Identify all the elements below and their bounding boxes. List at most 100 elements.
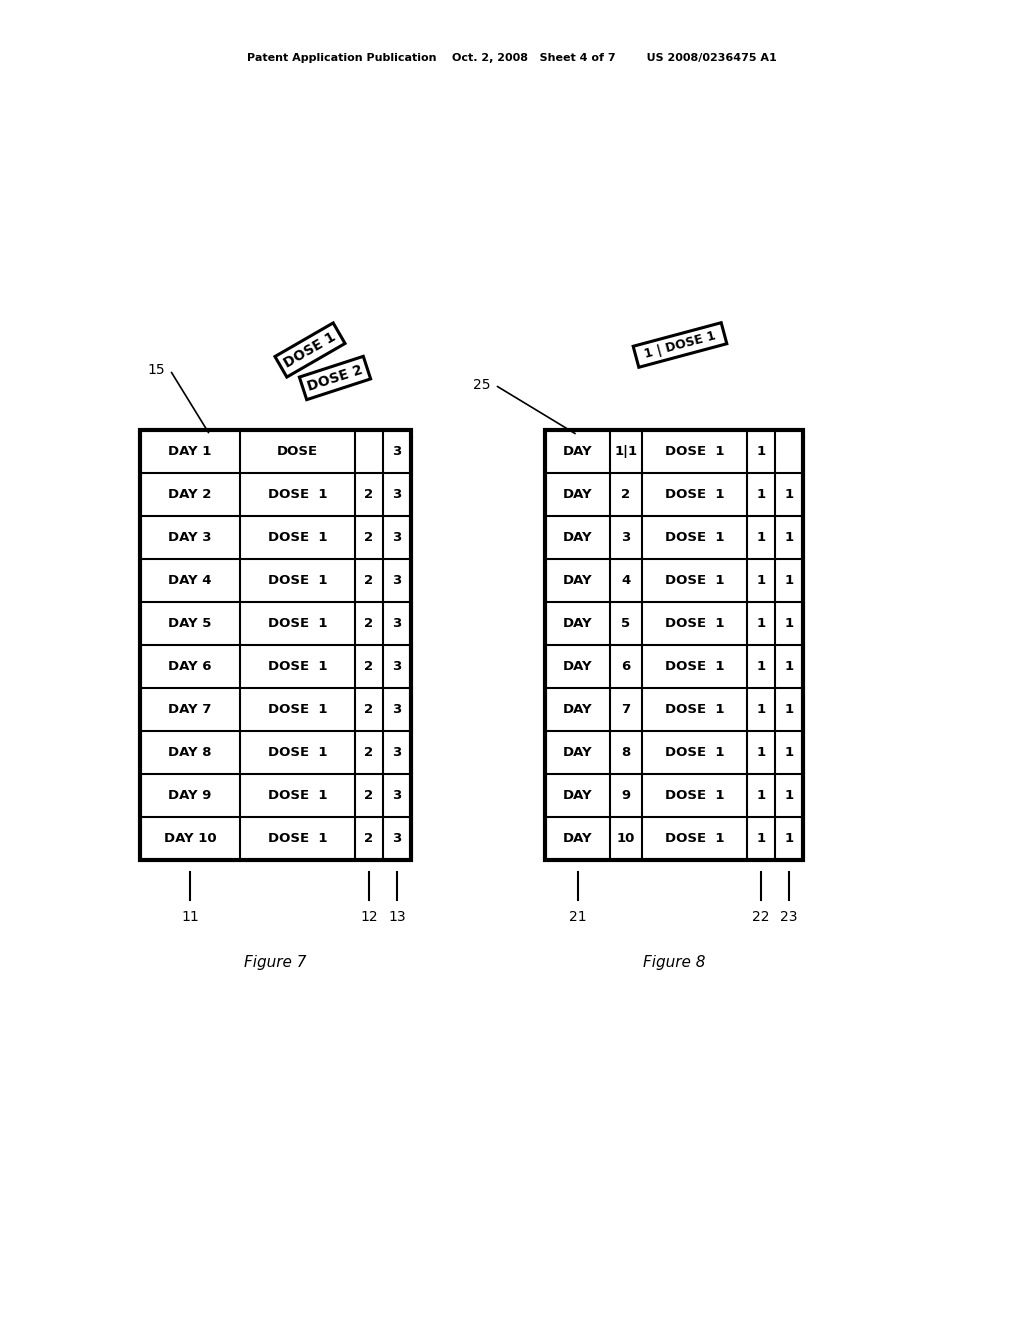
Text: 1 | DOSE 1: 1 | DOSE 1 [639,329,722,362]
Text: 1: 1 [757,445,766,458]
Text: 2: 2 [365,616,374,630]
Text: 2: 2 [622,488,631,502]
Text: 2: 2 [365,531,374,544]
Text: 3: 3 [392,616,401,630]
Bar [140,430,411,861]
Text: 2: 2 [365,789,374,803]
Text: 25: 25 [472,378,490,392]
Text: 1|1: 1|1 [614,445,638,458]
Text: DAY 2: DAY 2 [168,488,212,502]
Text: DAY 9: DAY 9 [168,789,212,803]
Text: 15: 15 [147,363,165,378]
Text: 1: 1 [757,704,766,715]
Text: DOSE  1: DOSE 1 [665,488,724,502]
Text: Patent Application Publication    Oct. 2, 2008   Sheet 4 of 7        US 2008/023: Patent Application Publication Oct. 2, 2… [247,53,777,63]
Text: DAY: DAY [562,704,592,715]
Text: 21: 21 [568,909,587,924]
Text: 1: 1 [784,832,794,845]
Bar [545,430,803,861]
Text: 2: 2 [365,704,374,715]
Text: DAY 7: DAY 7 [168,704,212,715]
Text: DAY 5: DAY 5 [168,616,212,630]
Text: DAY: DAY [562,660,592,673]
Text: 3: 3 [392,574,401,587]
Text: DOSE  1: DOSE 1 [267,832,328,845]
Text: 1: 1 [757,488,766,502]
Text: 1: 1 [784,789,794,803]
Text: 3: 3 [392,531,401,544]
Bar [140,430,411,861]
Text: 13: 13 [388,909,406,924]
Text: 2: 2 [365,488,374,502]
Text: DOSE: DOSE [276,445,318,458]
Text: 3: 3 [392,445,401,458]
Text: DOSE  1: DOSE 1 [665,789,724,803]
Text: 22: 22 [753,909,770,924]
Text: 3: 3 [392,704,401,715]
Text: 2: 2 [365,832,374,845]
Text: 1: 1 [757,789,766,803]
Text: DAY: DAY [562,574,592,587]
Text: 2: 2 [365,574,374,587]
Text: DOSE  1: DOSE 1 [665,616,724,630]
Text: 1: 1 [784,746,794,759]
Text: DAY 4: DAY 4 [168,574,212,587]
Text: 1: 1 [757,660,766,673]
Text: Figure 7: Figure 7 [245,954,307,970]
Text: DAY: DAY [562,531,592,544]
Text: 3: 3 [392,789,401,803]
Text: DOSE  1: DOSE 1 [267,574,328,587]
Text: DOSE  1: DOSE 1 [267,746,328,759]
Text: DOSE  1: DOSE 1 [267,789,328,803]
Text: DOSE  1: DOSE 1 [665,660,724,673]
Text: DAY: DAY [562,445,592,458]
Text: 3: 3 [622,531,631,544]
Text: DAY: DAY [562,488,592,502]
Text: DAY 10: DAY 10 [164,832,216,845]
Text: DAY: DAY [562,746,592,759]
Text: 9: 9 [622,789,631,803]
Text: DOSE  1: DOSE 1 [267,616,328,630]
Text: DAY 6: DAY 6 [168,660,212,673]
Text: DOSE  1: DOSE 1 [267,488,328,502]
Text: DOSE 1: DOSE 1 [282,330,338,371]
Text: DOSE  1: DOSE 1 [665,531,724,544]
Text: DOSE 2: DOSE 2 [305,363,365,393]
Text: 12: 12 [360,909,378,924]
Text: 3: 3 [392,746,401,759]
Text: 1: 1 [784,531,794,544]
Text: DOSE  1: DOSE 1 [665,704,724,715]
Text: 1: 1 [757,832,766,845]
Text: 1: 1 [757,746,766,759]
Text: DOSE  1: DOSE 1 [665,574,724,587]
Text: Figure 8: Figure 8 [643,954,706,970]
Text: 3: 3 [392,488,401,502]
Bar [545,430,803,861]
Text: DOSE  1: DOSE 1 [267,660,328,673]
Text: 1: 1 [784,488,794,502]
Text: 1: 1 [784,660,794,673]
Text: DOSE  1: DOSE 1 [267,531,328,544]
Text: 23: 23 [780,909,798,924]
Text: DOSE  1: DOSE 1 [665,832,724,845]
Text: DOSE  1: DOSE 1 [665,746,724,759]
Text: 3: 3 [392,660,401,673]
Text: 1: 1 [757,574,766,587]
Text: 1: 1 [757,531,766,544]
Text: 11: 11 [181,909,199,924]
Text: 1: 1 [784,704,794,715]
Text: DOSE  1: DOSE 1 [665,445,724,458]
Text: 4: 4 [622,574,631,587]
Text: 1: 1 [784,574,794,587]
Text: 2: 2 [365,660,374,673]
Text: DOSE  1: DOSE 1 [267,704,328,715]
Text: 3: 3 [392,832,401,845]
Text: DAY: DAY [562,832,592,845]
Text: 5: 5 [622,616,631,630]
Text: 1: 1 [757,616,766,630]
Text: 1: 1 [784,616,794,630]
Text: 8: 8 [622,746,631,759]
Text: 7: 7 [622,704,631,715]
Text: 2: 2 [365,746,374,759]
Text: DAY 3: DAY 3 [168,531,212,544]
